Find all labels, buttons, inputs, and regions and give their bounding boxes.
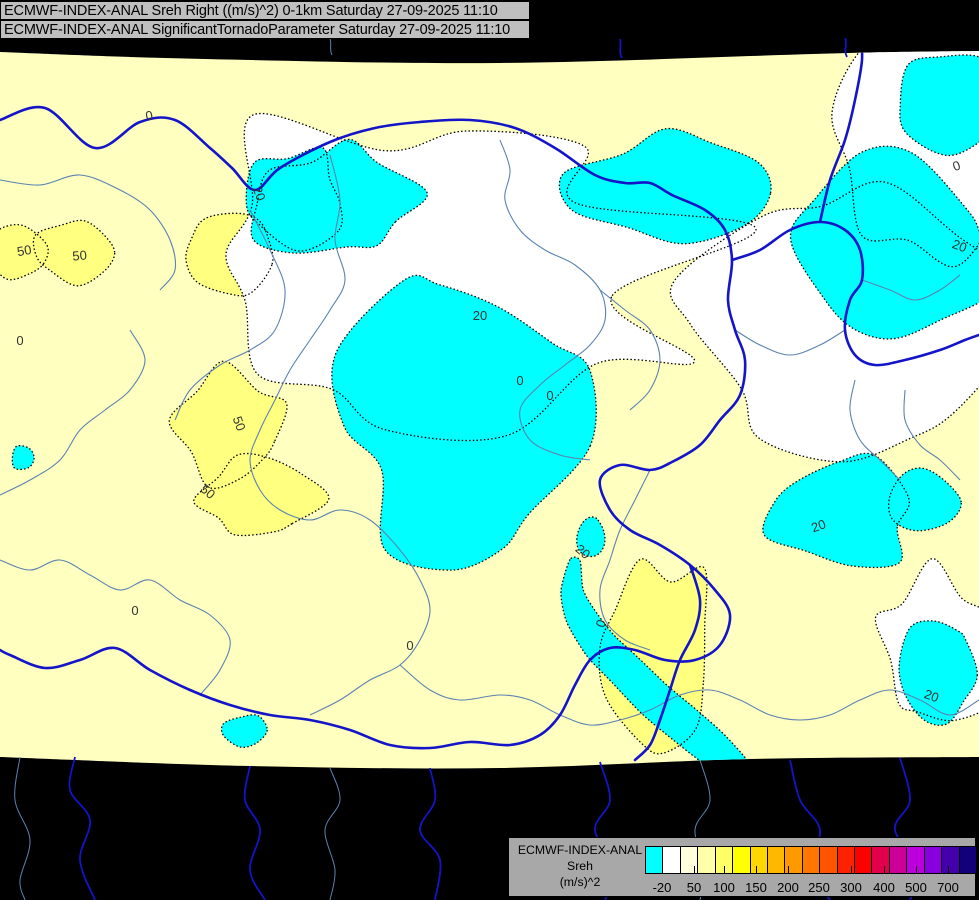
svg-text:0: 0 [406,638,413,653]
svg-text:0: 0 [16,333,23,348]
svg-text:0: 0 [131,603,138,618]
svg-text:0: 0 [516,373,523,388]
svg-text:50: 50 [16,242,33,259]
svg-text:50: 50 [72,247,88,263]
svg-text:0: 0 [546,388,553,403]
svg-text:20: 20 [473,308,487,323]
